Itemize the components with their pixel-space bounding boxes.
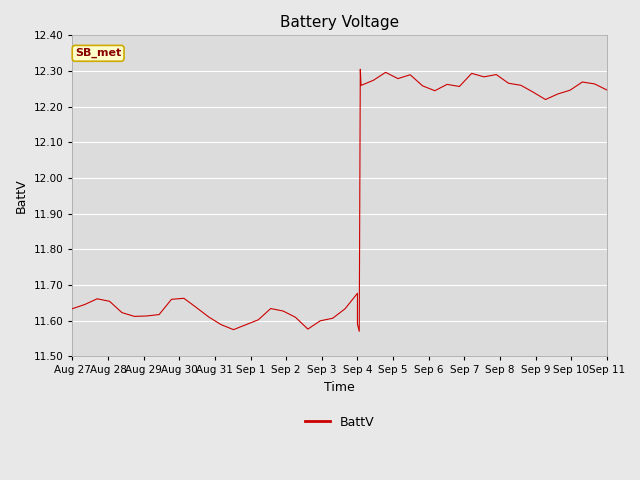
Legend: BattV: BattV	[300, 411, 380, 434]
Y-axis label: BattV: BattV	[15, 179, 28, 213]
X-axis label: Time: Time	[324, 381, 355, 394]
Title: Battery Voltage: Battery Voltage	[280, 15, 399, 30]
Text: SB_met: SB_met	[75, 48, 121, 59]
